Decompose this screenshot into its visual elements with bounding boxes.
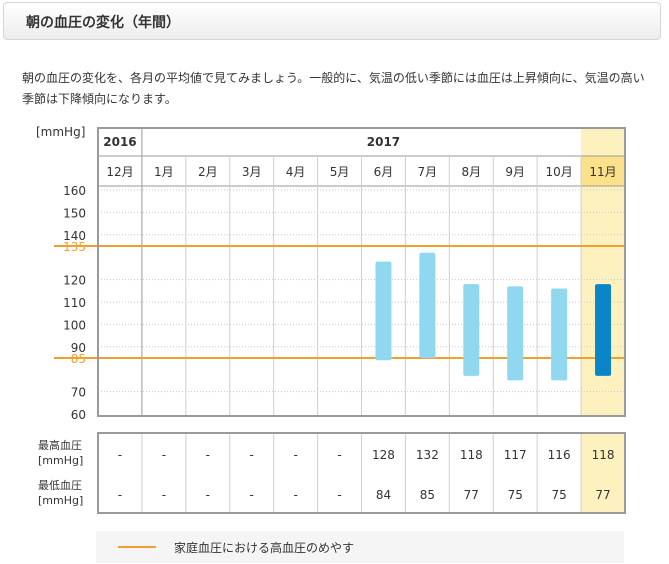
table-cell: -	[162, 448, 166, 462]
y-tick-label: 90	[71, 341, 86, 355]
bp-range-bar	[375, 261, 392, 361]
y-tick-label: 140	[63, 229, 86, 243]
table-cell: 128	[372, 448, 395, 462]
month-label: 5月	[330, 165, 350, 179]
month-label: 11月	[589, 165, 616, 179]
table-cell: -	[293, 448, 297, 462]
bp-range-bar	[551, 288, 568, 381]
table-cell: -	[293, 488, 297, 502]
year-label: 2017	[367, 135, 400, 149]
table-cell: 132	[416, 448, 439, 462]
month-label: 7月	[418, 165, 438, 179]
y-tick-label: 135	[63, 240, 86, 254]
row-unit: [mmHg]	[38, 454, 83, 467]
y-tick-label: 120	[63, 274, 86, 288]
y-tick-label: 70	[71, 386, 86, 400]
section-header: 朝の血圧の変化（年間）	[3, 2, 661, 40]
legend-label: 家庭血圧における高血圧のめやす	[174, 541, 355, 555]
row-label: 最高血圧	[38, 438, 82, 452]
month-label: 2月	[198, 165, 218, 179]
legend-line-marker	[118, 546, 156, 548]
y-tick-label: 150	[63, 206, 86, 220]
table-cell: -	[118, 448, 122, 462]
month-label: 9月	[505, 165, 525, 179]
bp-range-bar	[463, 284, 480, 376]
y-tick-label: 110	[63, 296, 86, 310]
table-cell: 118	[460, 448, 483, 462]
month-label: 10月	[545, 165, 572, 179]
unit-label: [mmHg]	[36, 125, 85, 139]
table-cell: -	[337, 488, 341, 502]
table-cell: 77	[464, 488, 479, 502]
month-label: 6月	[374, 165, 394, 179]
table-cell: 75	[551, 488, 566, 502]
table-cell: -	[118, 488, 122, 502]
table-cell: 77	[595, 488, 610, 502]
bp-range-bar	[419, 252, 436, 358]
month-label: 3月	[242, 165, 262, 179]
y-tick-label: 160	[63, 184, 86, 198]
bp-range-bar	[507, 286, 524, 381]
year-label: 2016	[103, 135, 136, 149]
row-label: 最低血圧	[38, 478, 82, 492]
month-label: 1月	[154, 165, 174, 179]
month-label: 12月	[106, 165, 133, 179]
section-title: 朝の血圧の変化（年間）	[26, 15, 180, 31]
month-label: 4月	[286, 165, 306, 179]
description-text: 朝の血圧の変化を、各月の平均値で見てみましょう。一般的に、気温の低い季節には血圧…	[22, 71, 645, 106]
table-cell: 117	[504, 448, 527, 462]
table-cell: -	[250, 488, 254, 502]
table-cell: -	[206, 448, 210, 462]
table-cell: 116	[548, 448, 571, 462]
highlight-table-cell	[581, 433, 625, 513]
y-tick-label: 100	[63, 318, 86, 332]
row-unit: [mmHg]	[38, 494, 83, 507]
data-table-frame	[97, 432, 626, 514]
chart-frame	[97, 127, 626, 417]
month-label: 8月	[461, 165, 481, 179]
table-cell: -	[206, 488, 210, 502]
table-cell: -	[337, 448, 341, 462]
legend: 家庭血圧における高血圧のめやす	[96, 531, 624, 563]
table-cell: -	[250, 448, 254, 462]
table-cell: 75	[508, 488, 523, 502]
table-cell: 118	[592, 448, 615, 462]
y-tick-label: 85	[71, 352, 86, 366]
blood-pressure-chart: 2016 2017 12月 1月 2月 3月 4月 5月 6月 7月 8月 9月 10月 11月 [mmHg…	[36, 125, 626, 514]
table-cell: -	[162, 488, 166, 502]
table-cell: 84	[376, 488, 391, 502]
bp-range-bar	[595, 284, 612, 376]
table-cell: 85	[420, 488, 435, 502]
y-tick-label: 60	[71, 408, 86, 422]
highlight-header-cell	[581, 156, 625, 186]
